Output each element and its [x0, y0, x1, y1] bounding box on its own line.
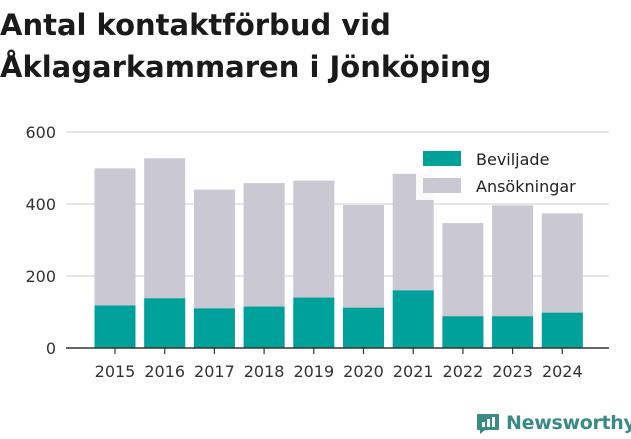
- legend-label-beviljade: Beviljade: [476, 150, 549, 169]
- legend-label-ansokningar: Ansökningar: [476, 177, 576, 196]
- x-tick-label: 2024: [542, 362, 583, 381]
- y-tick-label: 400: [25, 195, 56, 214]
- x-tick-label: 2020: [343, 362, 384, 381]
- x-tick-label: 2021: [393, 362, 434, 381]
- legend: Beviljade Ansökningar: [416, 144, 592, 200]
- chart-title: Antal kontaktförbud vid Åklagarkammaren …: [0, 8, 492, 84]
- y-tick-label: 0: [46, 339, 56, 358]
- x-tick-label: 2017: [194, 362, 235, 381]
- bar-beviljade-2019: [293, 297, 335, 348]
- x-tick-label: 2015: [95, 362, 136, 381]
- x-tick-label: 2016: [144, 362, 185, 381]
- x-tick-label: 2018: [244, 362, 285, 381]
- x-tick-label: 2019: [293, 362, 334, 381]
- bar-beviljade-2021: [392, 290, 434, 348]
- x-axis-tick-labels: 2015 2016 2017 2018 2019 2020 2021 2022 2023 2024: [95, 348, 583, 381]
- bar-chart-icon: [477, 414, 499, 434]
- y-tick-label: 200: [25, 267, 56, 286]
- x-tick-label: 2023: [492, 362, 533, 381]
- legend-swatch-ansokningar: [423, 178, 461, 193]
- bar-beviljade-2018: [243, 306, 285, 348]
- x-tick-label: 2022: [443, 362, 484, 381]
- bar-beviljade-2024: [541, 312, 583, 348]
- brand-name: Newsworthy: [506, 412, 631, 434]
- y-tick-label: 600: [25, 123, 56, 142]
- bar-beviljade-2022: [442, 316, 484, 348]
- bar-beviljade-2020: [343, 307, 384, 348]
- series-beviljade: [94, 290, 583, 348]
- newsworthy-brand: Newsworthy: [476, 408, 631, 438]
- y-axis-tick-labels: 0 200 400 600: [25, 123, 56, 358]
- bar-beviljade-2023: [492, 316, 534, 348]
- bar-beviljade-2016: [144, 298, 186, 348]
- legend-swatch-beviljade: [423, 151, 461, 166]
- bar-beviljade-2015: [94, 305, 136, 348]
- bar-beviljade-2017: [193, 308, 235, 348]
